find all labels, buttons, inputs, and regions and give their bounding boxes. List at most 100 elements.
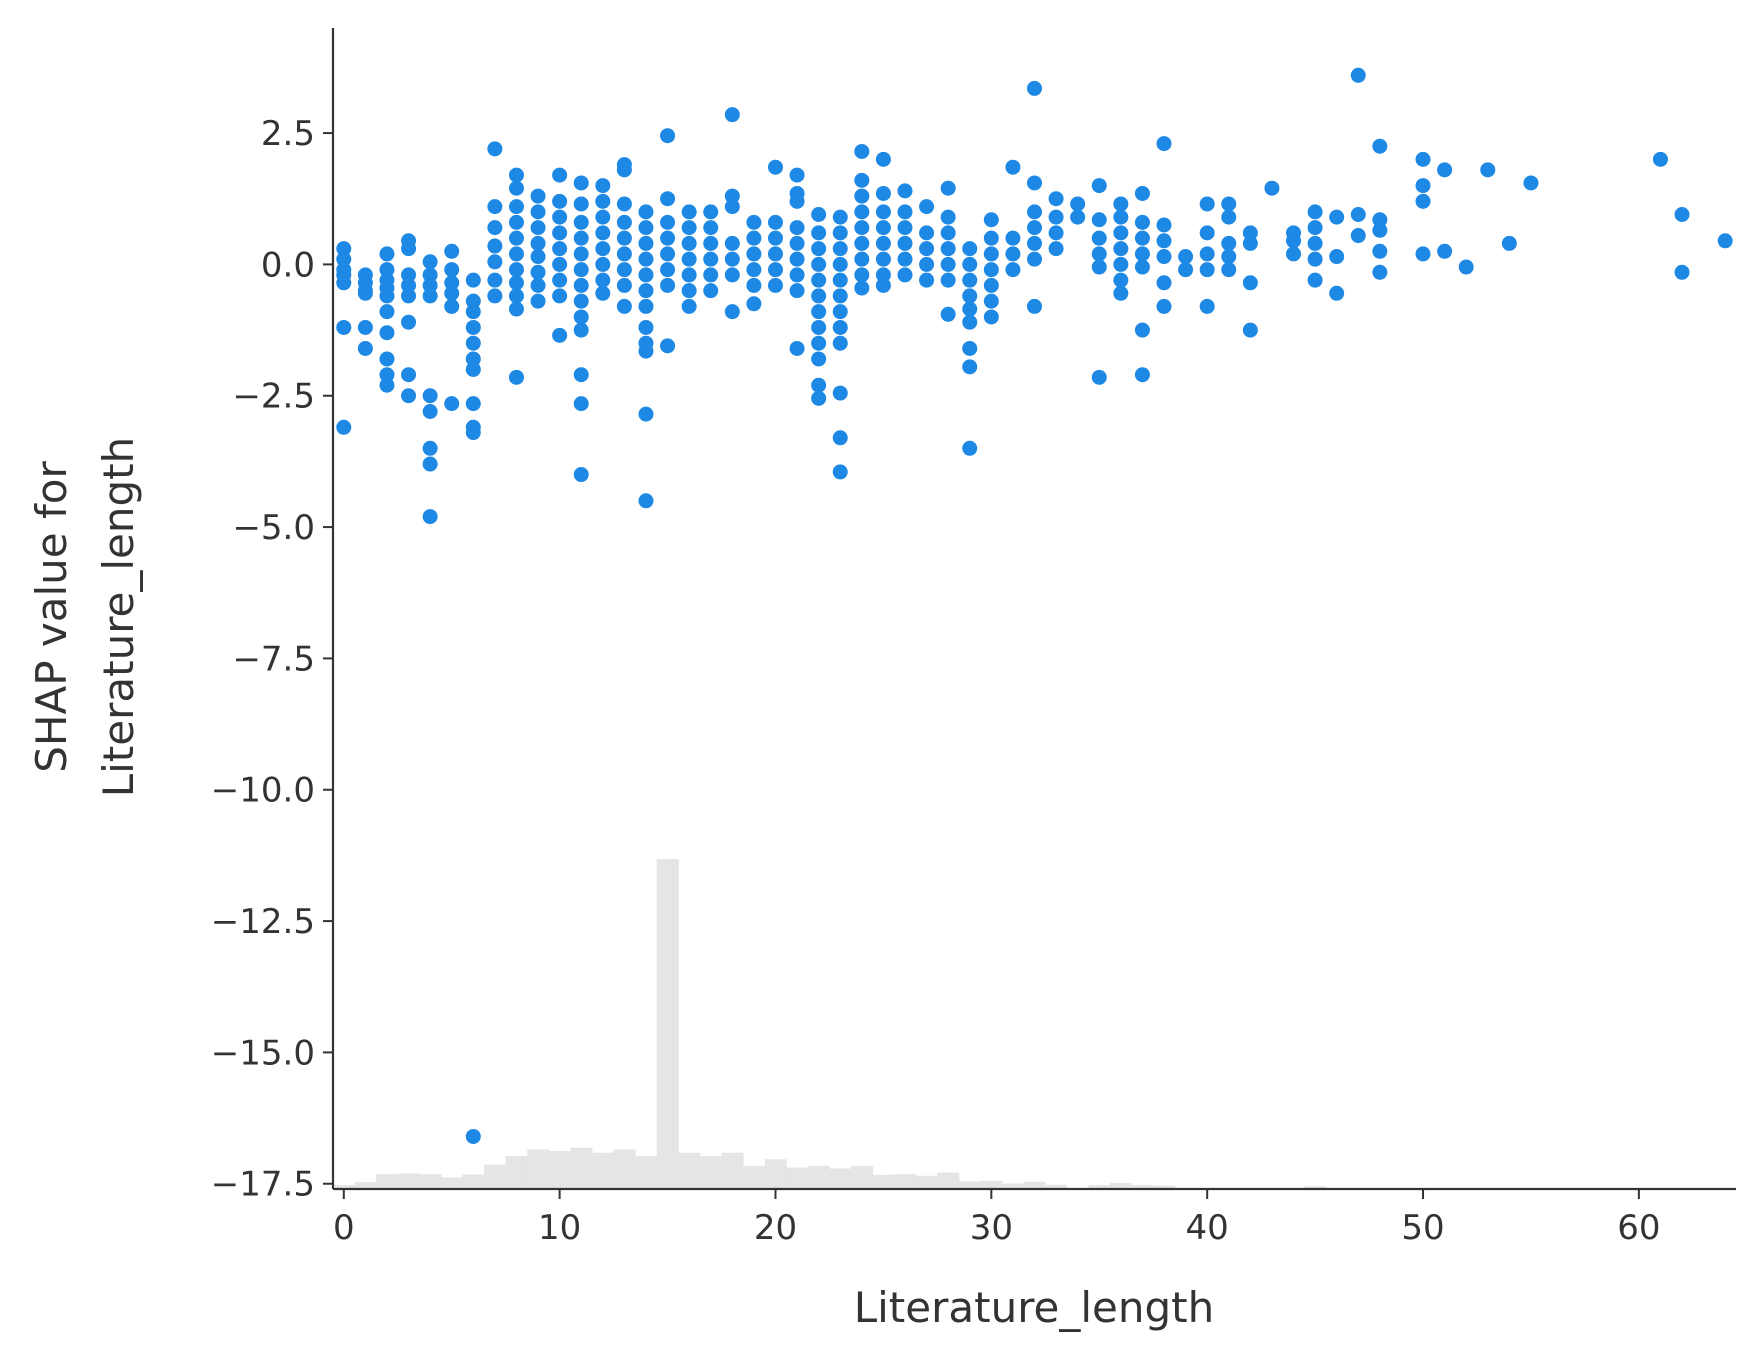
histogram-bar — [333, 1185, 355, 1189]
data-point — [811, 390, 827, 406]
data-point — [703, 251, 719, 267]
data-point — [875, 185, 891, 201]
data-point — [897, 220, 913, 236]
data-point — [789, 220, 805, 236]
histogram-bar — [872, 1174, 895, 1189]
data-point — [530, 293, 546, 309]
data-point — [1286, 246, 1302, 262]
data-point — [1437, 162, 1453, 178]
data-point — [854, 188, 870, 204]
data-point — [854, 251, 870, 267]
data-point — [552, 167, 568, 183]
data-point — [681, 251, 697, 267]
data-point — [703, 220, 719, 236]
data-point — [595, 241, 611, 257]
data-point — [530, 249, 546, 265]
data-point — [811, 335, 827, 351]
data-point — [1415, 193, 1431, 209]
data-point — [1027, 220, 1042, 236]
data-point — [1717, 233, 1733, 249]
data-point — [703, 267, 719, 283]
data-point — [465, 396, 481, 412]
data-point — [573, 396, 589, 412]
histogram-bar — [937, 1172, 960, 1189]
data-point — [940, 241, 956, 257]
data-point — [681, 235, 697, 251]
x-axis-title: Literature_length — [854, 1283, 1215, 1332]
data-point — [962, 288, 978, 304]
histogram-bar — [958, 1181, 981, 1189]
data-point — [401, 314, 417, 330]
data-point — [638, 235, 654, 251]
data-point — [832, 225, 848, 241]
data-point — [1156, 233, 1172, 249]
data-point — [1199, 225, 1215, 241]
data-point — [940, 256, 956, 272]
data-point — [1480, 162, 1496, 178]
data-point — [724, 251, 740, 267]
data-point — [811, 241, 827, 257]
data-point — [401, 267, 417, 283]
data-point — [897, 183, 913, 199]
data-point — [573, 367, 589, 383]
data-point — [811, 351, 827, 367]
data-point — [811, 319, 827, 335]
data-point — [465, 351, 481, 367]
data-point — [832, 319, 848, 335]
data-point — [487, 220, 503, 236]
data-point — [465, 293, 481, 309]
data-point — [638, 343, 654, 359]
histogram-bar — [915, 1175, 938, 1189]
data-point — [1307, 272, 1323, 288]
data-point — [1372, 138, 1388, 154]
data-point — [832, 385, 848, 401]
data-point — [487, 141, 503, 157]
data-point — [875, 220, 891, 236]
data-point — [616, 230, 632, 246]
data-point — [1134, 259, 1150, 275]
data-point — [660, 277, 676, 293]
data-point — [638, 267, 654, 283]
data-point — [465, 425, 481, 441]
data-point — [1199, 196, 1215, 212]
y-tick-label: −12.5 — [211, 902, 315, 942]
data-point — [767, 246, 783, 262]
data-point — [746, 277, 762, 293]
data-point — [1005, 230, 1021, 246]
data-point — [573, 322, 589, 338]
data-point — [487, 238, 503, 254]
data-point — [573, 293, 589, 309]
data-point — [919, 241, 935, 257]
data-point — [897, 267, 913, 283]
histogram-bar — [851, 1165, 874, 1189]
x-tick-label: 40 — [1186, 1208, 1229, 1248]
data-point — [422, 388, 438, 404]
x-tick-label: 20 — [754, 1208, 797, 1248]
data-point — [508, 301, 524, 317]
data-point — [508, 288, 524, 304]
data-point — [983, 293, 999, 309]
data-point — [465, 272, 481, 288]
data-point — [422, 277, 438, 293]
data-point — [983, 277, 999, 293]
data-point — [875, 204, 891, 220]
data-point — [1156, 298, 1172, 314]
data-point — [962, 241, 978, 257]
data-point — [940, 209, 956, 225]
data-point — [1091, 259, 1107, 275]
data-point — [616, 246, 632, 262]
data-point — [746, 214, 762, 230]
data-point — [832, 241, 848, 257]
data-point — [444, 275, 460, 291]
data-point — [789, 193, 805, 209]
data-point — [1652, 151, 1668, 167]
data-point — [940, 306, 956, 322]
histogram-bar — [786, 1167, 809, 1189]
data-point — [1437, 243, 1453, 259]
histogram-bar — [1110, 1183, 1133, 1189]
data-point — [1221, 249, 1237, 265]
data-point — [552, 225, 568, 241]
data-point — [401, 388, 417, 404]
data-point — [616, 262, 632, 278]
data-point — [530, 188, 546, 204]
